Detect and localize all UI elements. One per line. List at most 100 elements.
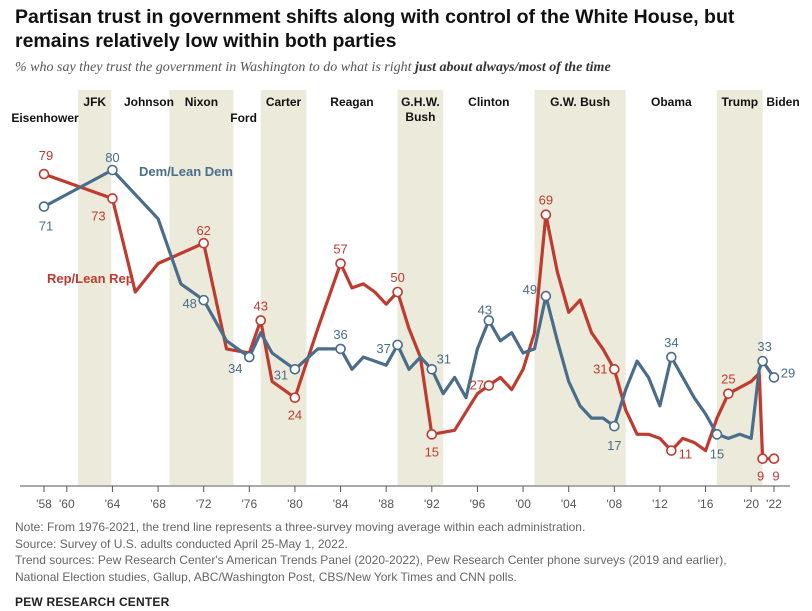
dem-point-marker	[392, 339, 403, 351]
band-g-w-bush	[534, 90, 626, 485]
rep-value-label: 9	[757, 469, 764, 484]
rep-point-marker	[107, 193, 118, 204]
president-label-g-w-bush: G.W. Bush	[550, 95, 610, 109]
rep-value-label: 43	[253, 298, 267, 313]
rep-point-marker	[198, 237, 209, 249]
dem-value-label: 34	[228, 361, 242, 376]
rep-value-label: 69	[539, 193, 553, 208]
rep-point-marker	[38, 168, 50, 180]
rep-point-marker	[483, 380, 495, 391]
president-label-line: G.H.W.	[401, 95, 440, 109]
dem-value-label: 48	[182, 296, 196, 311]
dem-point-marker	[711, 429, 723, 440]
president-label-eisenhower: Eisenhower	[11, 111, 79, 125]
brand-footer: PEW RESEARCH CENTER	[15, 595, 170, 609]
x-tick-label: '96	[470, 497, 486, 511]
trust-line-chart: Eisenhower JFK Johnson Nixon Ford Carter Reaga…	[11, 90, 800, 511]
president-label-ford: Ford	[230, 111, 257, 125]
president-label-nixon: Nixon	[185, 95, 218, 109]
administration-bands	[78, 90, 763, 485]
x-tick-label: '64	[105, 497, 121, 511]
dem-point-marker	[107, 164, 118, 176]
rep-point-marker	[540, 209, 552, 221]
x-tick-label: '92	[424, 497, 440, 511]
dem-value-label: 37	[376, 341, 390, 356]
x-tick-label: '88	[378, 497, 394, 511]
rep-point-marker	[666, 445, 677, 456]
x-tick-label: '72	[196, 497, 212, 511]
source-line: Source: Survey of U.S. adults conducted …	[15, 536, 348, 551]
x-tick-label: '68	[150, 497, 166, 511]
president-label-johnson: Johnson	[124, 95, 174, 109]
dem-point-marker	[335, 343, 346, 355]
dem-value-label: 36	[333, 327, 347, 342]
dem-value-label: 80	[105, 150, 119, 165]
president-label-jfk: JFK	[83, 95, 106, 109]
x-tick-label: '76	[241, 497, 257, 511]
dem-value-label: 43	[478, 302, 492, 317]
trend-sources-line: Trend sources: Pew Research Center's Ame…	[15, 553, 727, 567]
x-tick-label: '04	[561, 497, 577, 511]
rep-point-marker	[335, 258, 346, 269]
dem-value-label: 71	[39, 219, 53, 234]
dem-point-marker	[666, 351, 677, 363]
dem-value-label: 31	[437, 351, 451, 366]
rep-point-marker	[609, 363, 620, 375]
trend-sources-line-cont: National Election studies, Gallup, ABC/W…	[15, 569, 517, 584]
rep-value-label: 57	[333, 242, 347, 257]
dem-series-name: Dem/Lean Dem	[139, 164, 233, 179]
dem-value-label: 29	[781, 365, 795, 380]
band-trump	[716, 90, 763, 485]
rep-value-label: 73	[91, 208, 105, 223]
president-label-reagan: Reagan	[330, 95, 373, 109]
series-lines	[42, 168, 776, 461]
x-tick-label: '20	[743, 497, 759, 511]
chart-title: Partisan trust in government shifts alon…	[15, 6, 735, 52]
x-tick-label: '60	[59, 497, 75, 511]
president-label-trump: Trump	[721, 95, 758, 109]
x-tick-label: '22	[766, 497, 782, 511]
president-label-clinton: Clinton	[468, 95, 509, 109]
dem-point-marker	[768, 372, 780, 383]
band-carter	[260, 90, 307, 485]
rep-point-marker	[768, 453, 780, 465]
band-g-h-w-bush	[397, 90, 444, 485]
value-labels: 79 73 62 43 24 57 50 15 27 69 31 11 25 9 9 71 80 48 34 31 36…	[39, 148, 795, 484]
dem-point-marker	[757, 355, 768, 367]
x-tick-label: '00	[515, 497, 531, 511]
rep-value-label: 24	[288, 408, 302, 423]
x-axis: '58 '60 '64 '68 '72 '76 '80 '84 '88 '92 '96 '00 '04 '…	[20, 485, 790, 511]
dem-value-label: 31	[274, 367, 288, 382]
president-label-g-h-w-bush: G.H.W. Bush	[401, 95, 440, 124]
dem-point-marker	[244, 351, 255, 363]
dem-point-marker	[426, 363, 438, 375]
x-tick-label: '58	[36, 497, 52, 511]
x-tick-label: '08	[606, 497, 622, 511]
dem-point-marker	[289, 363, 301, 375]
president-label-line: Bush	[405, 110, 435, 124]
rep-value-label: 25	[721, 372, 735, 387]
rep-point-marker	[289, 392, 301, 404]
rep-point-marker	[757, 453, 768, 465]
chart-notes: Note: From 1976-2021, the trend line rep…	[15, 519, 805, 585]
series-names: Dem/Lean Dem Rep/Lean Rep	[47, 164, 233, 286]
rep-value-label: 62	[196, 223, 210, 238]
dem-value-label: 15	[710, 446, 724, 461]
rep-value-label: 15	[425, 444, 439, 459]
subtitle-prefix: % who say they trust the government in W…	[15, 60, 416, 75]
dem-line	[42, 168, 776, 440]
rep-point-marker	[255, 315, 267, 326]
dem-value-label: 33	[757, 339, 771, 354]
series-markers	[38, 164, 780, 465]
rep-value-label: 27	[470, 378, 484, 393]
dem-point-marker	[483, 315, 495, 326]
rep-point-marker	[723, 388, 734, 399]
x-tick-label: '12	[652, 497, 668, 511]
dem-point-marker	[198, 294, 209, 306]
dem-value-label: 17	[607, 438, 621, 453]
band-nixon	[169, 90, 234, 485]
rep-series-name: Rep/Lean Rep	[47, 271, 134, 286]
x-tick-label: '16	[698, 497, 714, 511]
rep-line	[42, 172, 776, 461]
x-tick-label: '80	[287, 497, 303, 511]
